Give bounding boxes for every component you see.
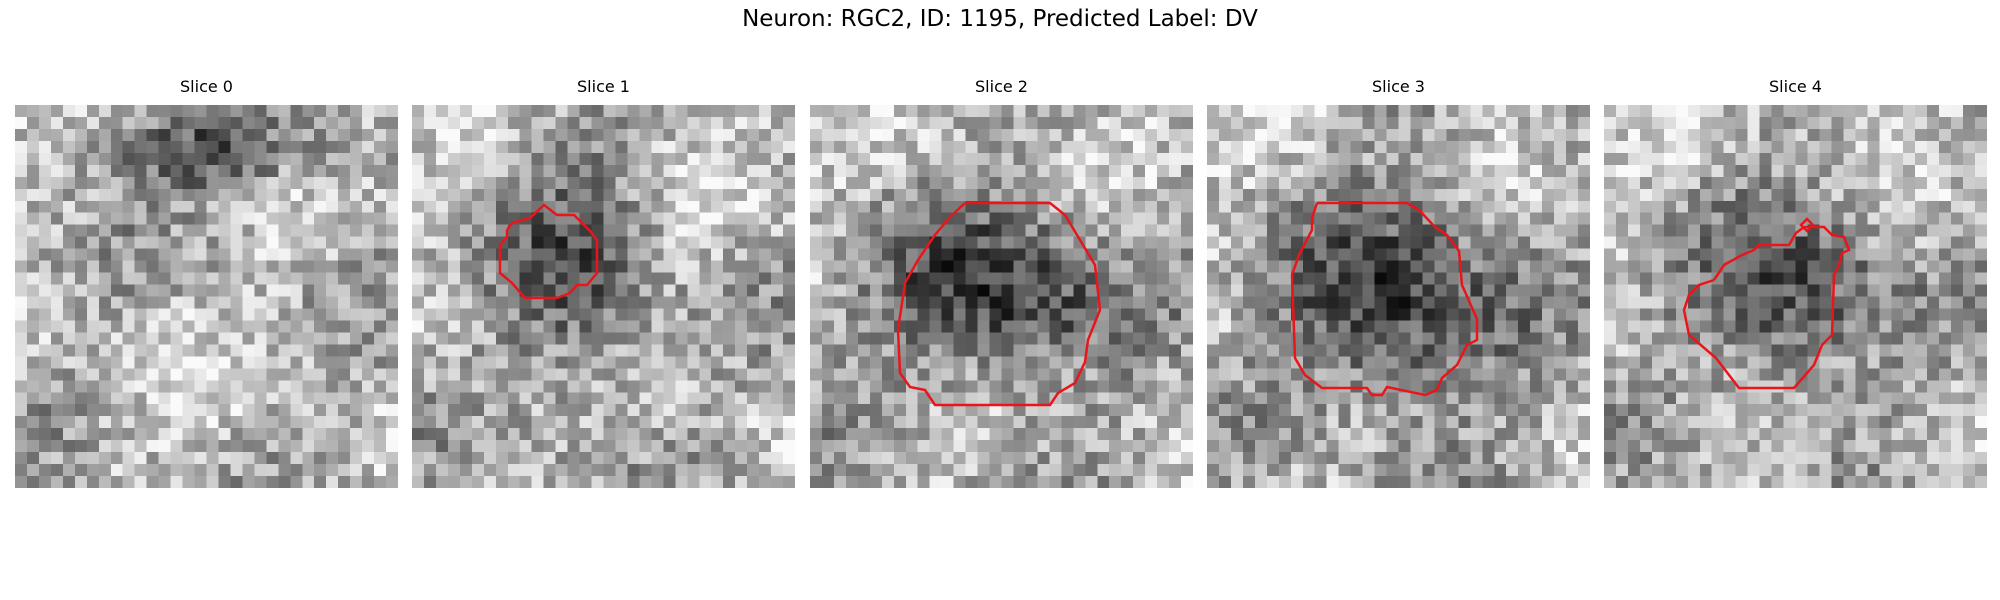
slice-image <box>15 105 398 488</box>
slice-title: Slice 4 <box>1769 77 1822 96</box>
segmentation-contour <box>896 201 1102 407</box>
slice-title: Slice 2 <box>975 77 1028 96</box>
segmentation-contour <box>1682 225 1851 390</box>
figure-title: Neuron: RGC2, ID: 1195, Predicted Label:… <box>742 6 1258 32</box>
segmentation-contour <box>498 203 599 300</box>
slice-title: Slice 3 <box>1372 77 1425 96</box>
slice-image <box>810 105 1193 488</box>
contour-fragment <box>1799 217 1815 233</box>
slice-image <box>1207 105 1590 488</box>
slice-title: Slice 0 <box>180 77 233 96</box>
slice-image <box>1604 105 1987 488</box>
segmentation-contour <box>1290 201 1479 397</box>
slice-title: Slice 1 <box>577 77 630 96</box>
slice-image <box>412 105 795 488</box>
